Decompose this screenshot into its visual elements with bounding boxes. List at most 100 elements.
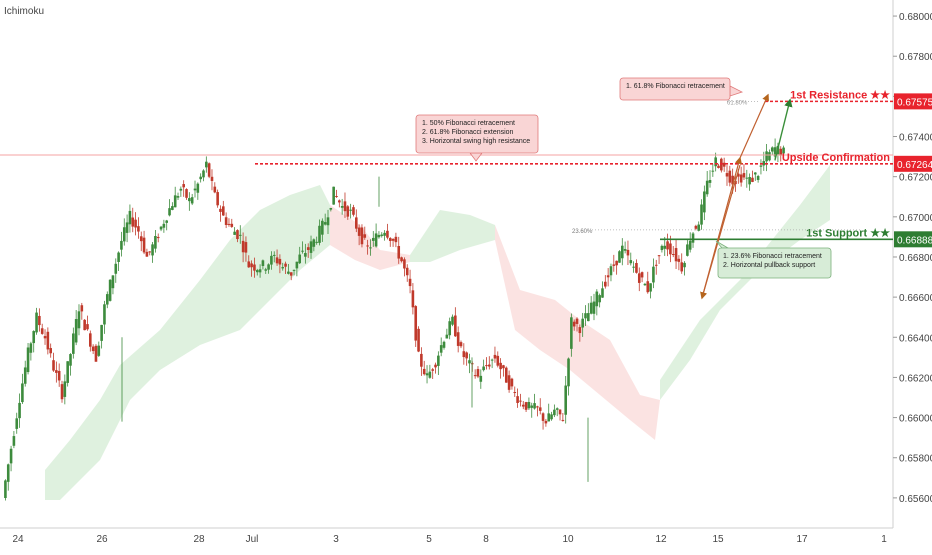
candle-body — [185, 189, 188, 198]
candle-body — [541, 413, 545, 421]
candle-body — [264, 269, 268, 271]
x-tick-label: 12 — [655, 534, 667, 545]
candle-body — [94, 345, 98, 362]
candle-body — [570, 317, 573, 349]
candle-body — [437, 355, 440, 366]
candle-body — [122, 227, 126, 242]
candle-body — [236, 230, 239, 240]
candle-body — [383, 232, 386, 236]
candle-body — [38, 315, 41, 326]
candle-body — [287, 271, 290, 274]
candle-body — [640, 272, 644, 278]
candle-body — [137, 226, 140, 232]
candle-body — [26, 347, 30, 373]
candle-body — [6, 464, 10, 482]
candle-body — [258, 269, 262, 273]
x-tick-label: 26 — [96, 534, 108, 545]
candle-body — [459, 342, 463, 347]
y-tick-label: 0.65600 — [899, 494, 932, 505]
candle-body — [309, 241, 313, 253]
candle-body — [29, 343, 33, 353]
candle-body — [524, 402, 528, 410]
candle-body — [451, 316, 454, 325]
candle-body — [111, 275, 115, 289]
candle-body — [241, 240, 245, 253]
candle-body — [422, 368, 426, 375]
candle-body — [643, 283, 647, 286]
candle-body — [485, 365, 488, 367]
candle-body — [762, 161, 766, 166]
candle-body — [629, 260, 633, 264]
y-tick-label: 0.66400 — [899, 333, 932, 344]
candle-body — [587, 313, 590, 322]
price-tag-text-resistance: 0.67575 — [897, 97, 932, 108]
candle-body — [612, 264, 616, 266]
annotation-text: 2. 61.8% Fibonacci extension — [422, 129, 514, 136]
candle-body — [677, 258, 681, 262]
candle-body — [507, 375, 511, 390]
candle-body — [219, 208, 222, 212]
candle-body — [408, 278, 412, 287]
candle-body — [561, 419, 565, 421]
candle-body — [482, 366, 485, 371]
candle-body — [454, 315, 457, 337]
candle-body — [635, 262, 638, 273]
candle-body — [193, 188, 197, 191]
candle-body — [420, 353, 423, 367]
cloud-green-area-3 — [660, 165, 830, 400]
candle-body — [354, 217, 358, 229]
candle-body — [366, 245, 369, 247]
candle-body — [705, 180, 709, 195]
candle-body — [335, 196, 338, 198]
candle-body — [247, 261, 251, 268]
candle-body — [405, 267, 409, 276]
candle-body — [637, 273, 641, 283]
candle-body — [618, 251, 621, 263]
candle-body — [411, 290, 415, 308]
candle-body — [346, 206, 350, 217]
projection-arrow-2 — [739, 93, 769, 159]
candle-body — [756, 176, 760, 180]
candle-body — [227, 223, 231, 225]
candle-body — [445, 334, 449, 339]
x-tick-label: 3 — [333, 534, 339, 545]
candle-body — [479, 375, 483, 382]
candle-body — [151, 244, 154, 256]
candle-body — [301, 250, 304, 252]
candle-body — [162, 223, 166, 228]
cloud-red-area-1 — [330, 205, 410, 270]
candle-body — [108, 279, 112, 301]
annotation-text: 2. Horizontal pullback support — [723, 262, 815, 269]
candle-body — [289, 272, 293, 276]
candle-body — [547, 413, 551, 422]
candle-body — [686, 244, 689, 256]
candle-body — [442, 341, 446, 348]
candle-body — [753, 172, 757, 175]
candle-body — [340, 206, 344, 208]
annotation-box-2: 1. 50% Fibonacci retracement 2. 61.8% Fib… — [415, 114, 539, 162]
candle-body — [60, 384, 64, 400]
indicator-label: Ichimoku — [4, 6, 45, 17]
candle-body — [564, 385, 567, 415]
candle-body — [329, 208, 333, 210]
candle-body — [304, 252, 307, 257]
candle-body — [448, 321, 451, 336]
candle-body — [536, 406, 539, 408]
candle-body — [165, 220, 169, 223]
candle-body — [18, 402, 21, 419]
annotation-pointer — [469, 152, 483, 162]
candle-body — [57, 370, 61, 381]
y-tick-label: 0.65800 — [899, 454, 932, 465]
candle-body — [97, 345, 101, 356]
annotation-box-1: 1. 61.8% Fibonacci retracement — [619, 77, 744, 101]
level-label-resistance: 1st Resistance ★★ — [790, 89, 890, 101]
candle-body — [250, 263, 253, 268]
y-tick-label: 0.66000 — [899, 414, 932, 425]
annotation-box-3: 1. 23.6% Fibonacci retracement 2. Horizon… — [715, 240, 832, 279]
candle-body — [510, 378, 514, 387]
candle-body — [533, 403, 536, 409]
candle-body — [35, 312, 38, 333]
annotation-text: 1. 50% Fibonacci retracement — [422, 120, 515, 127]
candle-body — [584, 313, 587, 319]
